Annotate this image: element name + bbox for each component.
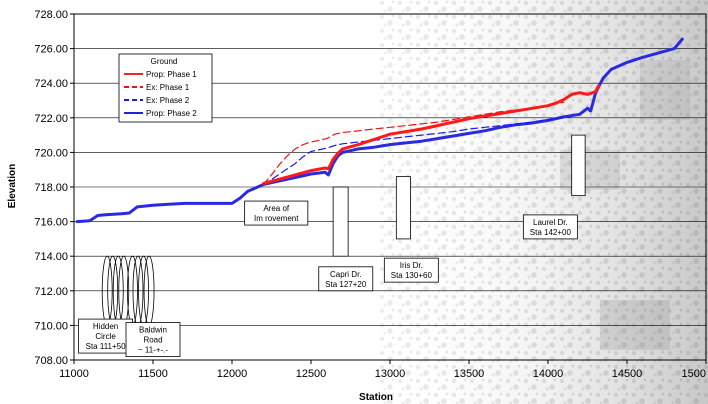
series-prop-phase-1 (262, 84, 601, 185)
legend-label: Prop: Phase 2 (146, 109, 197, 118)
annotation-box (78, 318, 133, 354)
y-tick-label: 726.00 (34, 44, 68, 56)
annotation-box (125, 322, 181, 357)
legend-entries: Prop: Phase 1 Ex: Phase 1 Ex: Phase 2 Prop:… (124, 70, 197, 118)
legend-label: Prop: Phase 1 (146, 70, 197, 79)
annotation-line: Sta 111+50 (86, 342, 127, 351)
y-tick-label: 718.00 (34, 182, 68, 194)
legend: Ground Prop: Phase 1 Ex: Phase 1 Ex: Phase… (118, 53, 213, 123)
annotation-box (522, 214, 578, 240)
y-axis-ticks: 708.00 710.00 712.00 714.00 716.00 718.00 720.… (34, 9, 74, 367)
station-markers (101, 134, 586, 326)
x-tick-label: 14000 (533, 368, 564, 380)
x-tick-label: 12000 (217, 368, 248, 380)
series-prop-phase-2 (75, 37, 684, 224)
annotation-line: Hidden (93, 322, 118, 331)
y-tick-label: 708.00 (34, 355, 68, 367)
y-tick-label: 712.00 (34, 286, 68, 298)
x-tick-label: 12500 (296, 368, 327, 380)
capri-marker (332, 186, 349, 257)
x-tick-label: 11000 (59, 368, 89, 380)
annotation-line: Circle (95, 332, 116, 341)
y-tick-label: 710.00 (34, 320, 68, 332)
x-axis-ticks: 11000 11500 12000 12500 13000 13500 14000 14500… (59, 360, 707, 380)
background-aerial-image (380, 0, 708, 404)
y-tick-label: 728.00 (34, 9, 68, 21)
annotation-line: Baldwin (139, 326, 167, 335)
annotation-line: Capri Dr. (330, 270, 362, 279)
annotation-line: Iris Dr. (400, 261, 423, 270)
legend-label: Ex: Phase 1 (146, 83, 190, 92)
x-tick-label: 13000 (375, 368, 406, 380)
annotation-box (383, 257, 439, 283)
x-axis-title: Station (359, 392, 393, 403)
legend-label: Ex: Phase 2 (146, 96, 190, 105)
series-lines (75, 37, 684, 224)
x-tick-label: 1500 (682, 368, 706, 380)
capri-label: Capri Dr.Sta 127+20 (318, 266, 374, 292)
iris-marker (395, 176, 411, 240)
y-axis-title: Elevation (7, 164, 18, 208)
y-tick-label: 724.00 (34, 78, 68, 90)
annotation-box (318, 266, 374, 292)
x-tick-label: 14500 (612, 368, 643, 380)
annotation-line: ~ 11-+-.- (138, 346, 168, 355)
annotation-line: Area of (263, 204, 290, 213)
annotation-line: Im rovement (254, 214, 299, 223)
x-tick-label: 13500 (454, 368, 485, 380)
series-ex-phase-1 (263, 101, 565, 185)
y-tick-label: 720.00 (34, 147, 68, 159)
x-tick-label: 11500 (138, 368, 168, 380)
annotation-line: Sta 130+60 (391, 271, 433, 280)
iris-label: Iris Dr.Sta 130+60 (383, 257, 439, 283)
legend-title: Ground (151, 57, 178, 66)
annotation-line: Sta 127+20 (325, 280, 367, 289)
laurel-marker (571, 134, 586, 197)
y-tick-label: 722.00 (34, 113, 68, 125)
y-tick-label: 714.00 (34, 251, 68, 263)
annotation-line: Sta 142+00 (530, 228, 572, 237)
series-ex-phase-2 (263, 116, 565, 186)
annotation-line: Laurel Dr. (533, 218, 568, 227)
laurel-label: Laurel Dr.Sta 142+00 (522, 214, 578, 240)
y-tick-label: 716.00 (34, 217, 68, 229)
annotation-line: Road (143, 336, 162, 345)
annotation-box (244, 200, 309, 226)
